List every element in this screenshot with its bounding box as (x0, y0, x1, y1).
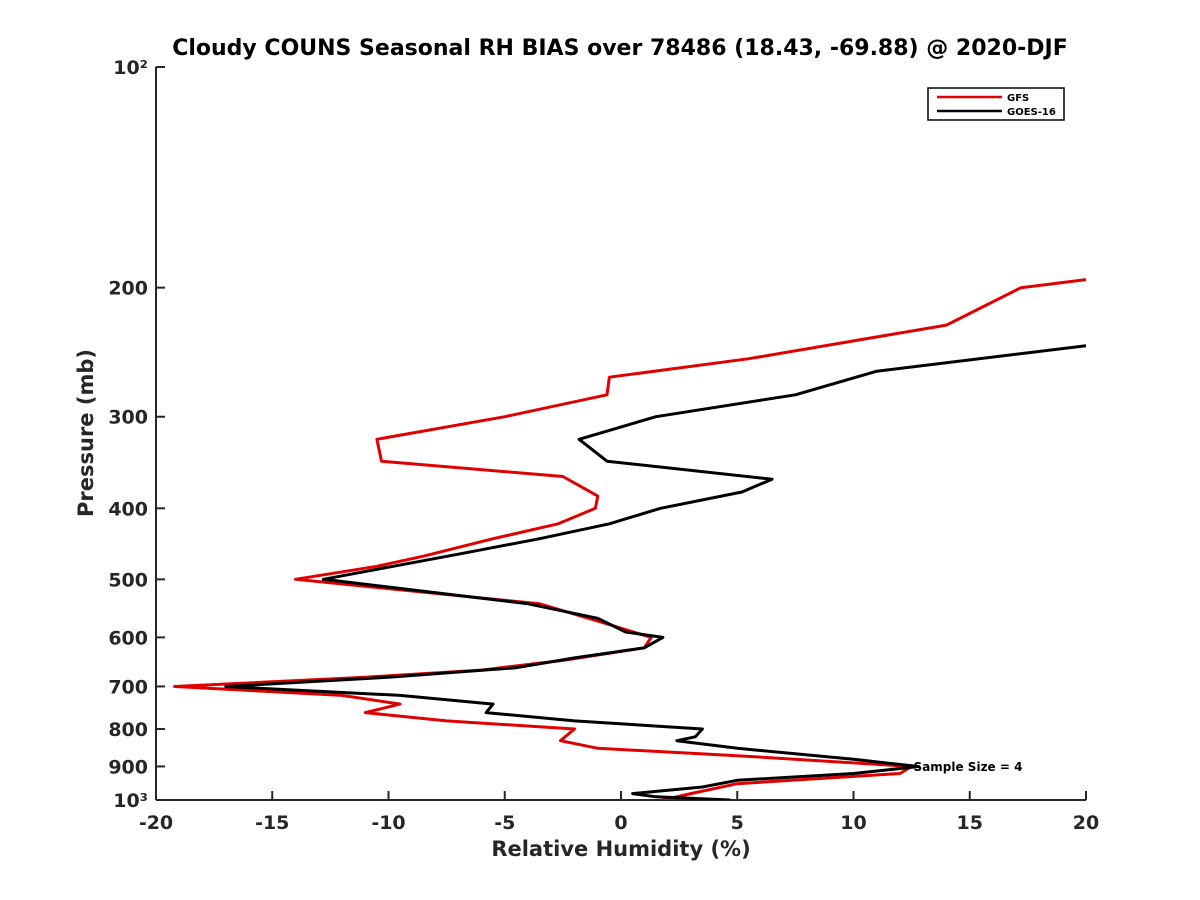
legend-label-goes-16: GOES-16 (1007, 107, 1056, 118)
x-tick-label: 15 (957, 812, 983, 834)
y-tick-label: 900 (108, 756, 148, 778)
x-tick-label: -10 (371, 812, 405, 834)
x-tick-label: 10 (840, 812, 866, 834)
x-tick-label: 0 (614, 812, 627, 834)
y-tick-label: 10² (113, 57, 148, 79)
x-tick-label: -5 (494, 812, 515, 834)
y-tick-label: 200 (108, 278, 148, 300)
y-tick-label: 10³ (113, 790, 148, 812)
y-tick-label: 300 (108, 407, 148, 429)
series-lines (173, 278, 1086, 800)
series-line-gfs (173, 278, 1086, 800)
y-tick-label: 600 (108, 627, 148, 649)
y-axis-label: Pressure (mb) (74, 349, 98, 517)
series-line-goes-16 (224, 344, 1086, 800)
y-tick-label: 800 (108, 719, 148, 741)
y-tick-label: 700 (108, 676, 148, 698)
x-tick-label: 20 (1073, 812, 1099, 834)
y-tick-label: 500 (108, 569, 148, 591)
x-axis-label: Relative Humidity (%) (491, 837, 750, 861)
legend-box (927, 87, 1065, 121)
legend: GFS GOES-16 (927, 87, 1065, 121)
legend-label-gfs: GFS (1007, 93, 1029, 104)
sample-size-annotation: Sample Size = 4 (914, 760, 1023, 774)
x-axis-ticks: -20 -15 -10 -5 0 5 10 15 20 (139, 791, 1099, 834)
x-tick-label: 5 (731, 812, 744, 834)
chart-title: Cloudy COUNS Seasonal RH BIAS over 78486… (172, 36, 1068, 61)
y-axis-ticks: 10² 200 300 400 500 600 700 800 900 10³ (108, 57, 165, 812)
y-tick-label: 400 (108, 498, 148, 520)
x-tick-label: -15 (255, 812, 289, 834)
x-tick-label: -20 (139, 812, 173, 834)
